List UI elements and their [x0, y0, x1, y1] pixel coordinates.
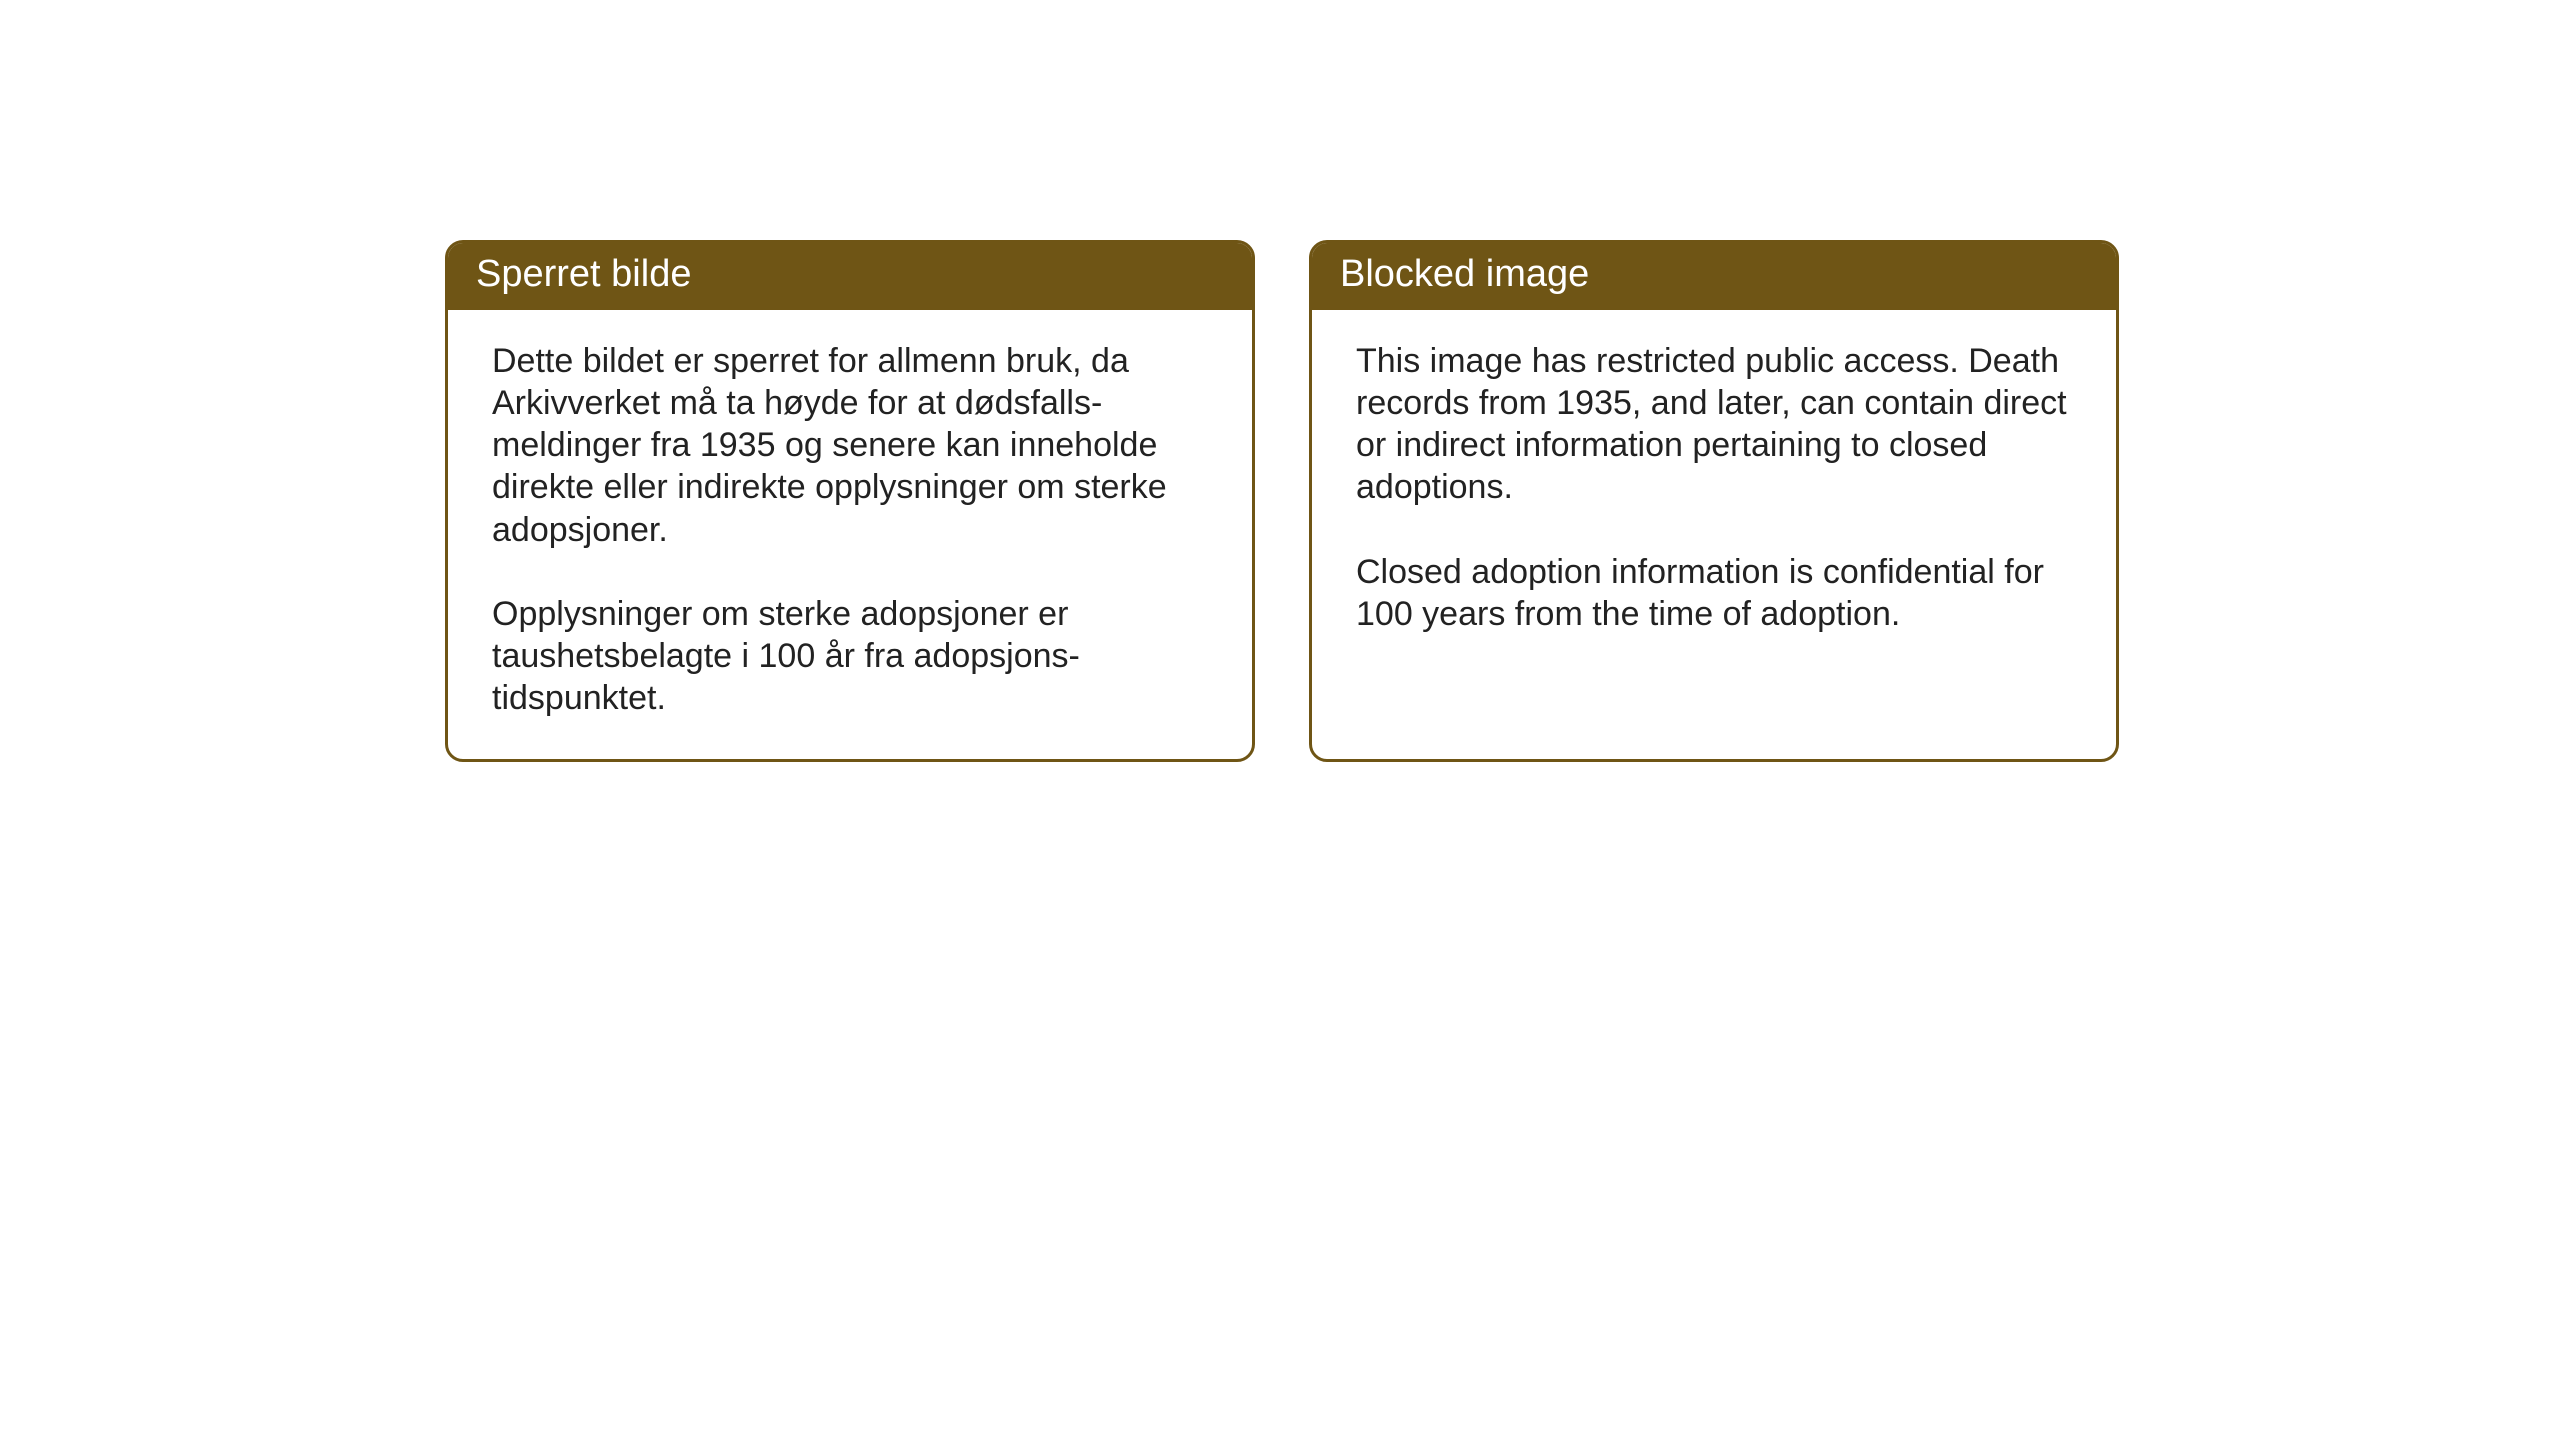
notice-container: Sperret bilde Dette bildet er sperret fo…: [445, 240, 2119, 762]
notice-header-english: Blocked image: [1312, 243, 2116, 310]
notice-paragraph: Opplysninger om sterke adopsjoner er tau…: [492, 593, 1208, 719]
notice-paragraph: Dette bildet er sperret for allmenn bruk…: [492, 340, 1208, 551]
notice-paragraph: This image has restricted public access.…: [1356, 340, 2072, 509]
notice-paragraph: Closed adoption information is confident…: [1356, 551, 2072, 635]
notice-card-norwegian: Sperret bilde Dette bildet er sperret fo…: [445, 240, 1255, 762]
notice-body-norwegian: Dette bildet er sperret for allmenn bruk…: [448, 310, 1252, 759]
notice-body-english: This image has restricted public access.…: [1312, 310, 2116, 730]
notice-card-english: Blocked image This image has restricted …: [1309, 240, 2119, 762]
notice-header-norwegian: Sperret bilde: [448, 243, 1252, 310]
